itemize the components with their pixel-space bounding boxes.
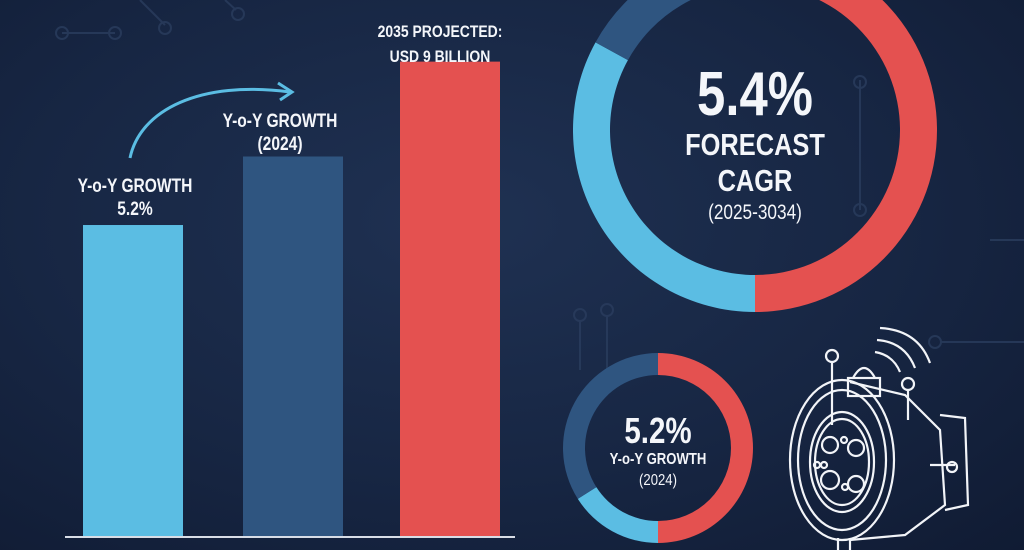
small-donut-value: 5.2% [624, 410, 692, 451]
small-donut-slice-2 [577, 487, 658, 543]
bar-3-annotation-line2: USD 9 BILLION [389, 46, 491, 66]
bar-3 [400, 61, 500, 536]
bar-2-annotation-line2: (2024) [257, 133, 303, 155]
bar-2 [243, 156, 343, 536]
small-donut-label-2: (2024) [639, 471, 677, 489]
small-donut-slice-1 [658, 353, 753, 543]
bar-1-annotation-line2: 5.2% [117, 198, 153, 220]
small-donut-label-1: Y-o-Y GROWTH [609, 450, 707, 468]
iot-sensor-device-icon [788, 326, 970, 550]
big-donut-slice-3 [595, 0, 691, 61]
big-donut-label-3: (2025-3034) [708, 201, 802, 225]
small-donut-center: 5.2% Y-o-Y GROWTH (2024) [576, 412, 740, 491]
bar-3-annotation: 2035 PROJECTED: USD 9 BILLION [358, 20, 522, 69]
bar-2-annotation-line1: Y-o-Y GROWTH [222, 111, 338, 132]
big-donut-slice-1 [755, 0, 937, 312]
big-donut-label-2: CAGR [717, 162, 793, 198]
bar-1 [83, 225, 183, 537]
arrow-head-icon [277, 81, 295, 102]
small-donut-slice-3 [563, 353, 658, 499]
big-donut-slice-2 [573, 42, 755, 312]
big-donut-value: 5.4% [697, 60, 813, 129]
bar-1-annotation-line1: Y-o-Y GROWTH [77, 176, 193, 197]
curved-arrow-icon [128, 87, 291, 159]
bar-1-annotation: Y-o-Y GROWTH 5.2% [53, 176, 217, 222]
bar-2-annotation: Y-o-Y GROWTH (2024) [198, 111, 362, 157]
bar-3-annotation-line1: 2035 PROJECTED: [377, 22, 503, 41]
big-donut-center: 5.4% FORECAST CAGR (2025-3034) [673, 62, 837, 228]
big-donut-label-1: FORECAST [685, 127, 825, 163]
